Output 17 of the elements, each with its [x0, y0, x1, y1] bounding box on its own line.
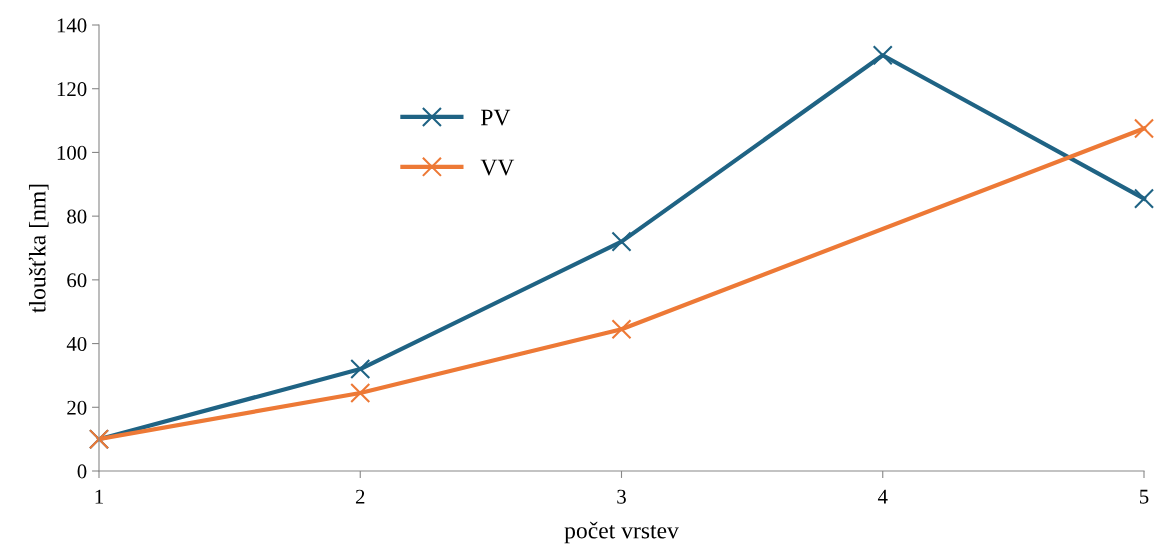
- x-tick-label: 3: [617, 489, 626, 504]
- y-axis-title: tloušťka [nm]: [28, 184, 49, 313]
- x-tick-label: 5: [1140, 489, 1149, 504]
- y-tick-label: 140: [57, 18, 87, 33]
- y-tick-label: 60: [67, 273, 87, 288]
- y-tick-label: 120: [57, 82, 87, 97]
- y-tick-label: 40: [66, 336, 87, 351]
- legend-label: PV: [481, 109, 511, 126]
- y-tick-label: 0: [77, 464, 87, 479]
- x-tick-label: 2: [355, 489, 365, 504]
- y-tick-label: 100: [57, 145, 87, 160]
- y-tick-label: 20: [67, 400, 87, 415]
- y-tick-label: 80: [67, 209, 87, 224]
- x-tick-label: 4: [877, 489, 888, 504]
- x-axis-title: počet vrstev: [564, 521, 679, 544]
- x-tick-label: 1: [95, 489, 103, 504]
- legend-label: VV: [480, 159, 515, 176]
